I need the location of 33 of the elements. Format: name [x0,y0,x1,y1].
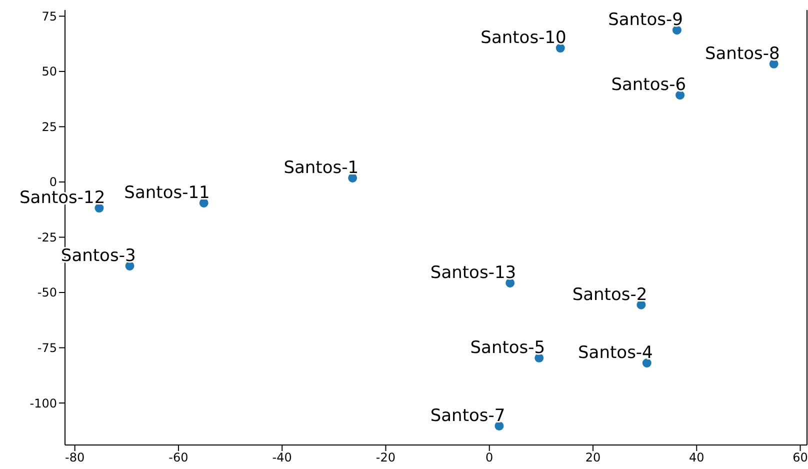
y-tick-label: -25 [37,230,57,244]
annotation: Santos-6 [611,75,686,96]
annotation: Santos-1 [284,158,359,178]
y-tick-label: 75 [42,9,57,24]
point [642,358,652,368]
y-tick-label: -50 [37,286,57,300]
annotation: Santos-4 [578,342,653,363]
annotation: Santos-11 [124,182,210,203]
point [506,278,515,288]
x-tick-label: -80 [65,450,85,465]
annotation: Santos-2 [572,284,648,305]
annotation: Santos-7 [430,406,506,426]
annotation: Santos-9 [608,10,683,30]
point [494,421,504,430]
y-tick-label: 25 [42,120,57,134]
y-tick-label: 0 [49,175,57,190]
x-tick-label: -20 [376,450,396,465]
x-tick-label: 60 [792,450,808,465]
x-tick-label: -60 [168,450,188,465]
y-tick-label: 50 [42,64,57,79]
x-tick-label: -40 [272,450,292,465]
x-tick-label: 40 [688,450,704,465]
annotation: Santos-10 [480,28,566,48]
annotation: Santos-8 [704,44,780,64]
point [676,90,685,100]
x-tick-label: 0 [486,450,494,465]
point [672,26,682,35]
annotation: Santos-13 [430,262,516,283]
y-tick-label: -100 [30,396,57,410]
annotation: Santos-5 [470,338,546,358]
y-tick-label: -75 [37,341,57,356]
x-tick-label: 20 [585,450,601,465]
point [556,44,565,53]
